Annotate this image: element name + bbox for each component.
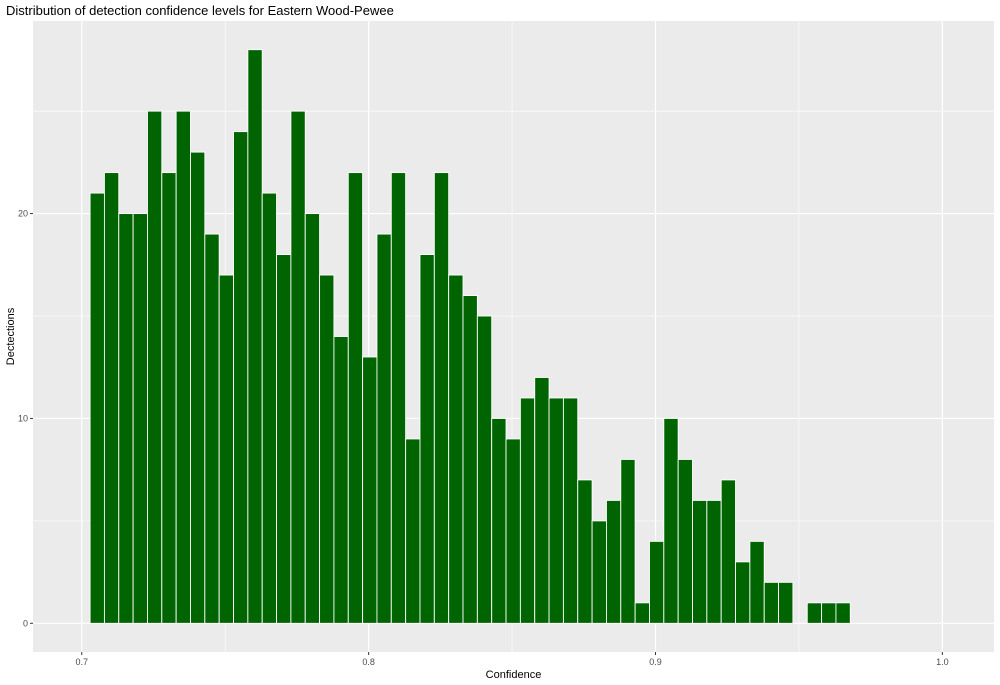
histogram-bar xyxy=(276,254,292,624)
histogram-bar xyxy=(190,151,206,624)
histogram-bar xyxy=(620,458,636,624)
histogram-bar xyxy=(204,233,220,624)
histogram-bar xyxy=(663,417,679,624)
histogram-bar xyxy=(448,274,464,624)
x-tick-label: 0.8 xyxy=(362,657,375,667)
histogram-bar xyxy=(175,110,191,624)
histogram-bar xyxy=(634,602,650,624)
histogram-bar xyxy=(749,540,765,624)
x-axis-title: Confidence xyxy=(486,669,542,681)
histogram-bar xyxy=(720,479,736,624)
histogram-bar xyxy=(548,397,564,624)
histogram-bar xyxy=(519,397,536,624)
x-tick-label: 0.9 xyxy=(649,657,662,667)
x-tick-label: 1.0 xyxy=(936,657,949,667)
chart-title: Distribution of detection confidence lev… xyxy=(6,3,394,18)
histogram-bar xyxy=(577,479,593,624)
histogram-bar xyxy=(147,110,163,624)
histogram-bar xyxy=(103,172,120,624)
histogram-bar xyxy=(132,213,148,624)
histogram-bar xyxy=(89,192,105,624)
histogram-bar xyxy=(806,602,823,624)
histogram-bar xyxy=(649,540,665,624)
y-tick-label: 10 xyxy=(18,413,28,423)
histogram-bar xyxy=(692,499,708,624)
histogram-bar xyxy=(778,581,794,624)
y-tick-label: 20 xyxy=(18,209,28,219)
histogram-bar xyxy=(735,561,751,624)
histogram-bar xyxy=(261,192,277,624)
histogram-bars xyxy=(89,49,851,624)
histogram-bar xyxy=(233,131,249,624)
y-axis-title: Dectections xyxy=(5,307,17,365)
histogram-bar xyxy=(347,172,364,624)
histogram-bar xyxy=(562,397,579,624)
histogram-bar xyxy=(505,438,521,624)
histogram-bar xyxy=(462,295,478,624)
histogram-bar xyxy=(161,172,177,624)
histogram-bar xyxy=(304,213,321,624)
histogram-bar xyxy=(677,458,693,624)
histogram-bar xyxy=(419,254,435,624)
histogram-bar xyxy=(405,438,421,624)
histogram-bar xyxy=(290,110,306,624)
histogram-bar xyxy=(534,377,550,624)
histogram-bar xyxy=(491,417,507,624)
histogram-bar xyxy=(390,172,407,624)
histogram-bar xyxy=(319,274,335,624)
y-axis-ticks: 0 10 20 xyxy=(18,209,33,628)
histogram-bar xyxy=(118,213,134,624)
x-tick-label: 0.7 xyxy=(76,657,89,667)
histogram-bar xyxy=(247,49,263,624)
x-axis-ticks: 0.7 0.8 0.9 1.0 xyxy=(76,652,949,667)
histogram-bar xyxy=(835,602,851,624)
histogram-bar xyxy=(821,602,837,624)
histogram-bar xyxy=(605,499,622,624)
histogram-bar xyxy=(591,520,607,624)
histogram-bar xyxy=(376,233,392,624)
histogram-bar xyxy=(476,315,493,624)
y-tick-label: 0 xyxy=(23,618,28,628)
histogram-bar xyxy=(763,581,780,624)
histogram-bar xyxy=(218,274,234,624)
histogram-bar xyxy=(333,336,349,624)
histogram-bar xyxy=(706,499,722,624)
histogram-bar xyxy=(433,172,450,624)
histogram-bar xyxy=(362,356,378,624)
